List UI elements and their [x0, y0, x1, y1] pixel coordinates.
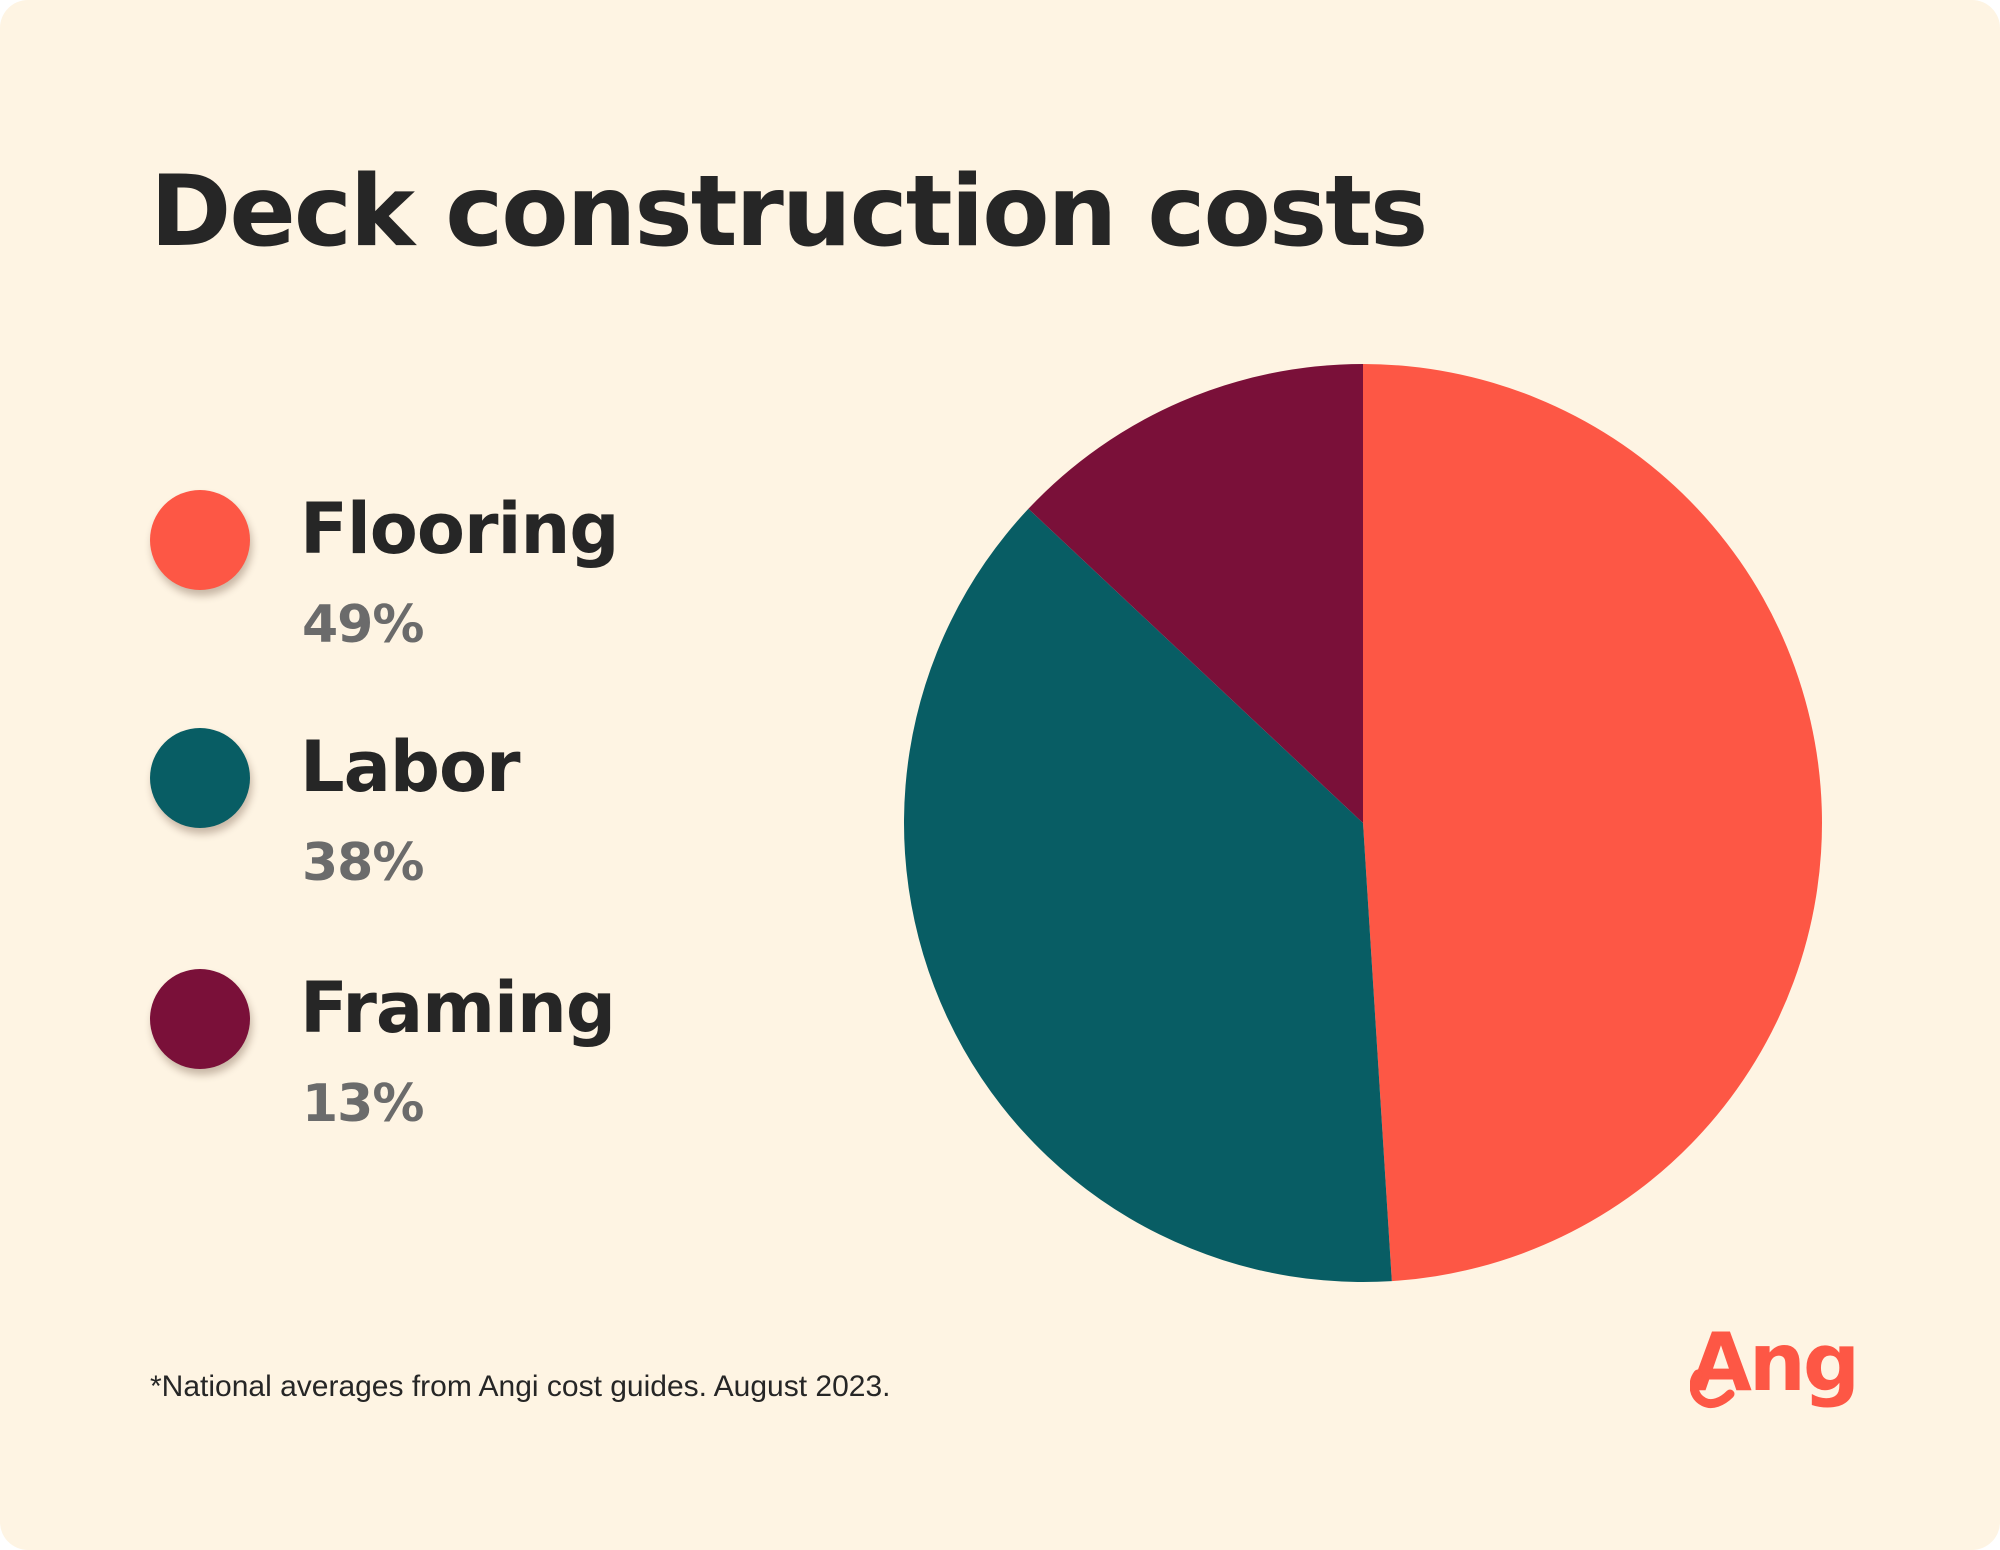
legend-label-framing: Framing [300, 967, 616, 1049]
legend-swatch-flooring [150, 490, 250, 590]
legend-label-labor: Labor [300, 726, 521, 808]
footnote: *National averages from Angi cost guides… [150, 1370, 891, 1403]
legend-swatch-labor [150, 728, 250, 828]
legend-label-flooring: Flooring [300, 488, 619, 570]
angi-logo-tail [1690, 1369, 1735, 1409]
legend-item-flooring: Flooring 49% [150, 488, 850, 690]
legend-item-labor: Labor 38% [150, 726, 850, 928]
pie-slice-labor [904, 508, 1392, 1283]
chart-legend: Flooring 49% Labor 38% Framing 13% [150, 488, 850, 1150]
legend-swatch-framing [150, 969, 250, 1069]
legend-value-labor: 38% [302, 833, 424, 893]
legend-value-framing: 13% [302, 1074, 424, 1134]
legend-item-framing: Framing 13% [150, 967, 850, 1169]
angi-logo: Angi [1690, 1316, 1855, 1409]
chart-title: Deck construction costs [150, 155, 1428, 269]
pie-chart [904, 364, 1822, 1283]
angi-logo-text: Angi [1690, 1316, 1855, 1409]
pie-slice-flooring [1363, 364, 1822, 1282]
pie-slice-framing [1028, 364, 1363, 823]
legend-value-flooring: 49% [302, 595, 424, 655]
